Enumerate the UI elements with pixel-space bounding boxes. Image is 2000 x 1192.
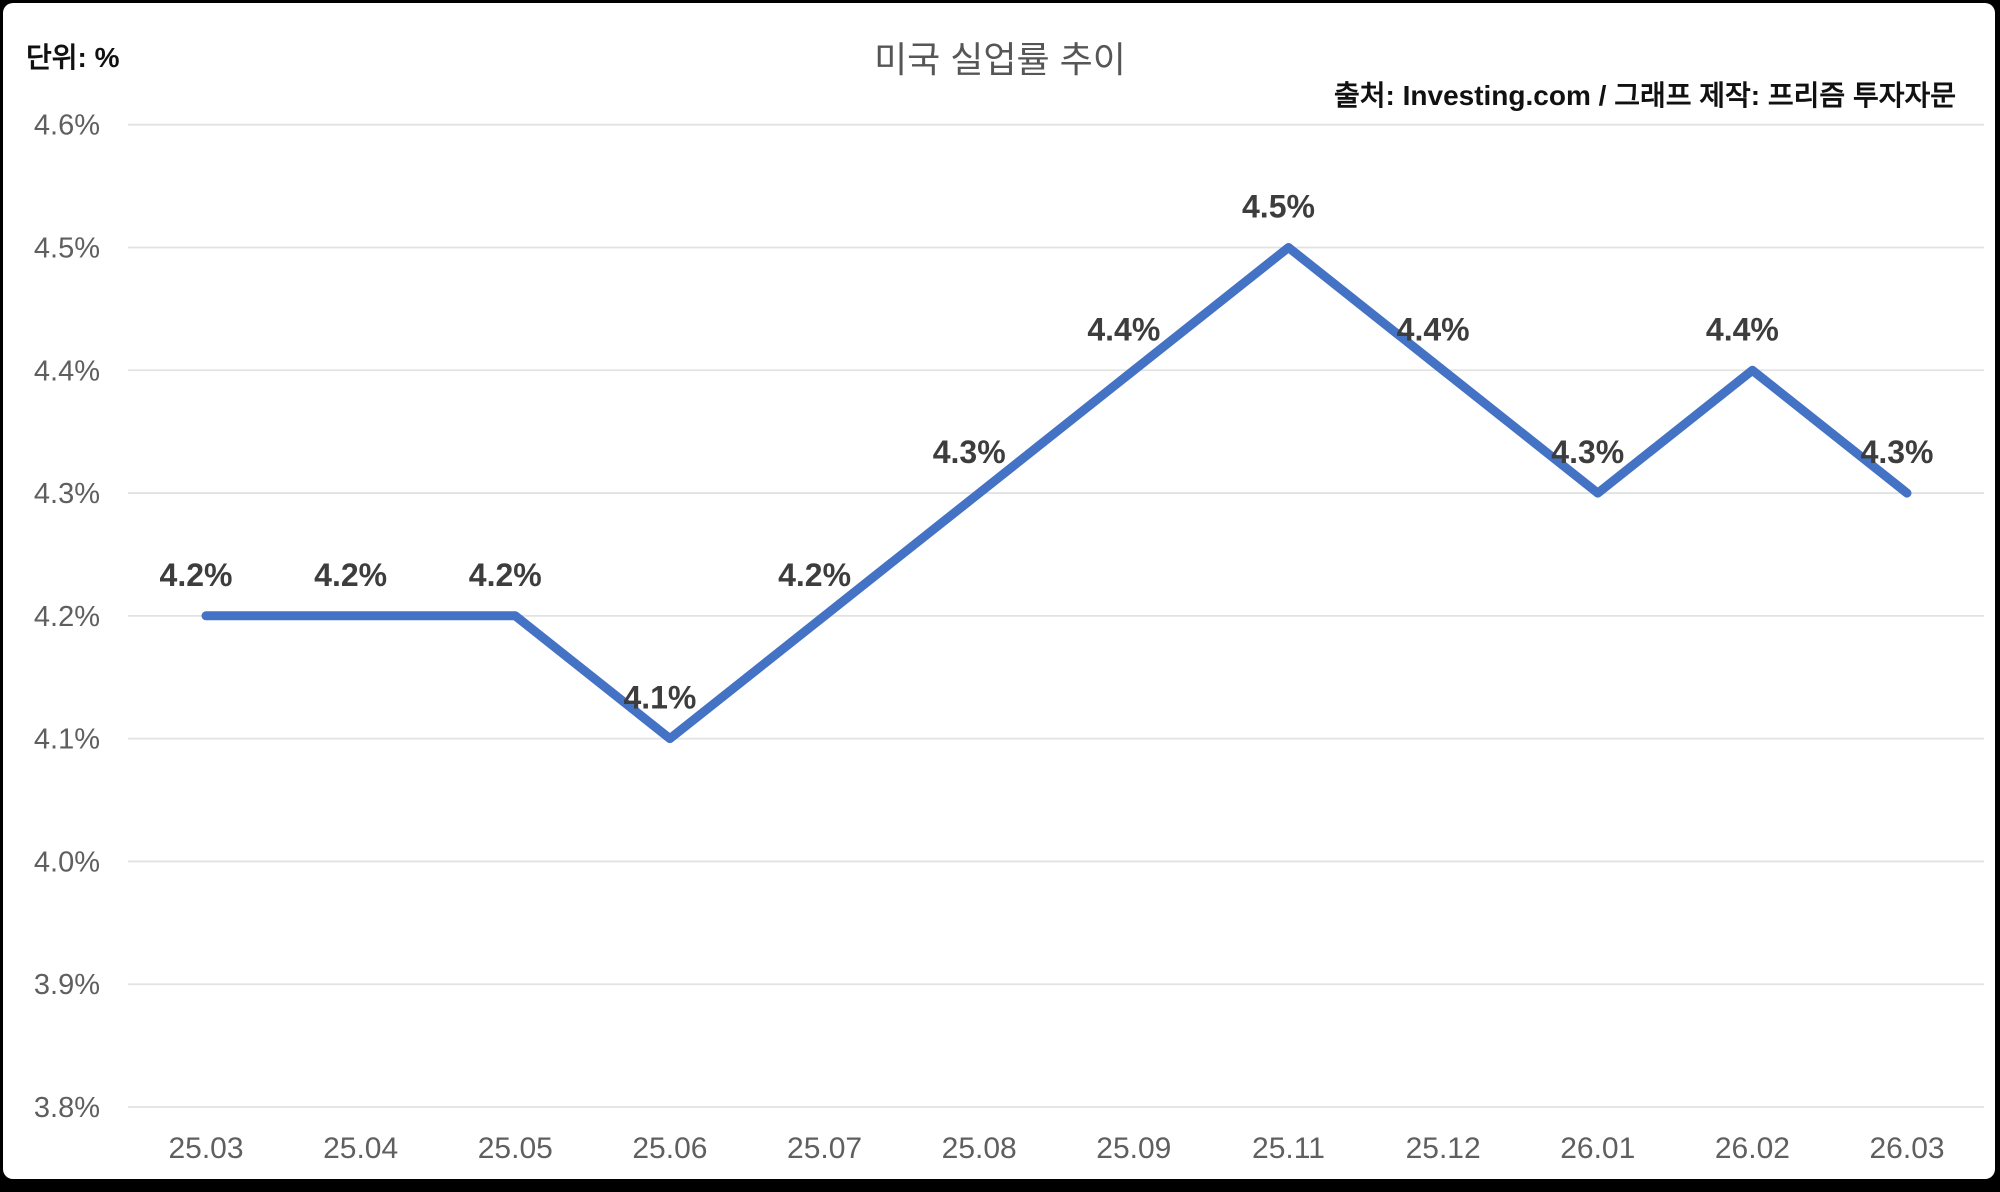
data-point-label: 4.2% bbox=[314, 557, 387, 593]
y-tick-label: 4.3% bbox=[34, 478, 100, 510]
x-tick-label: 25.12 bbox=[1406, 1132, 1481, 1165]
x-tick-label: 25.06 bbox=[632, 1132, 707, 1165]
unit-label: 단위: % bbox=[26, 42, 120, 73]
source-attribution: 출처: Investing.com / 그래프 제작: 프리즘 투자자문 bbox=[1333, 80, 1956, 111]
unemployment-line bbox=[201, 243, 1912, 744]
x-tick-label: 25.05 bbox=[478, 1132, 553, 1165]
y-axis-ticks: 4.6% 4.5% 4.4% 4.3% 4.2% 4.1% 4.0% 3.9% 3.8% bbox=[34, 110, 100, 1124]
data-point-label: 4.3% bbox=[1551, 434, 1624, 470]
data-point-label: 4.2% bbox=[778, 557, 851, 593]
x-tick-label: 25.03 bbox=[168, 1132, 243, 1165]
gridlines bbox=[128, 123, 1984, 1108]
y-tick-label: 3.8% bbox=[34, 1092, 100, 1124]
y-tick-label: 4.4% bbox=[34, 355, 100, 387]
x-tick-label: 25.11 bbox=[1252, 1132, 1325, 1165]
x-tick-label: 25.09 bbox=[1096, 1132, 1171, 1165]
data-point-label: 4.5% bbox=[1242, 188, 1315, 224]
data-point-label: 4.3% bbox=[1861, 434, 1934, 470]
y-tick-label: 4.1% bbox=[34, 724, 100, 756]
x-tick-label: 25.08 bbox=[942, 1132, 1017, 1165]
x-tick-label: 25.04 bbox=[323, 1132, 398, 1165]
data-point-label: 4.1% bbox=[623, 680, 696, 716]
x-tick-label: 26.02 bbox=[1715, 1132, 1790, 1165]
chart-panel bbox=[3, 3, 1995, 1179]
chart-title: 미국 실업률 추이 bbox=[874, 39, 1126, 80]
data-point-label: 4.2% bbox=[469, 557, 542, 593]
y-tick-label: 4.5% bbox=[34, 232, 100, 264]
data-point-label: 4.4% bbox=[1087, 311, 1160, 347]
data-point-label: 4.4% bbox=[1706, 311, 1779, 347]
x-tick-label: 26.01 bbox=[1560, 1132, 1635, 1165]
data-labels: 4.2% 4.2% 4.2% 4.1% 4.2% 4.3% 4.4% 4.5% 4.4% 4.3%… bbox=[160, 188, 1934, 715]
y-tick-label: 4.2% bbox=[34, 601, 100, 633]
y-tick-label: 3.9% bbox=[34, 969, 100, 1001]
y-tick-label: 4.0% bbox=[34, 846, 100, 878]
x-tick-label: 25.07 bbox=[787, 1132, 862, 1165]
x-axis-ticks: 25.03 25.04 25.05 25.06 25.07 25.08 25.09 25.11… bbox=[168, 1132, 1944, 1165]
data-point-label: 4.2% bbox=[160, 557, 233, 593]
data-point-label: 4.3% bbox=[933, 434, 1006, 470]
y-tick-label: 4.6% bbox=[34, 110, 100, 142]
x-tick-label: 26.03 bbox=[1870, 1132, 1945, 1165]
data-point-label: 4.4% bbox=[1397, 311, 1470, 347]
